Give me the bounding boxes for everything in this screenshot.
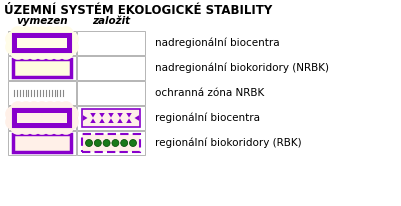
Polygon shape: [90, 113, 95, 117]
Polygon shape: [126, 118, 132, 123]
Text: ÚZEMNÍ SYSTÉM EKOLOGICKÉ STABILITY: ÚZEMNÍ SYSTÉM EKOLOGICKÉ STABILITY: [4, 4, 271, 17]
Polygon shape: [99, 113, 105, 117]
Bar: [13, 109, 71, 127]
Bar: [82, 134, 140, 152]
Polygon shape: [83, 115, 87, 121]
Polygon shape: [108, 113, 113, 117]
Polygon shape: [126, 113, 132, 117]
Circle shape: [85, 139, 92, 146]
Polygon shape: [117, 113, 122, 117]
Text: vymezen: vymezen: [16, 16, 68, 26]
Text: ochranná zóna NRBK: ochranná zóna NRBK: [155, 88, 263, 98]
Bar: [13, 109, 71, 127]
Circle shape: [94, 139, 101, 146]
Bar: [8, 56, 76, 80]
Polygon shape: [117, 118, 122, 123]
Polygon shape: [99, 118, 105, 123]
Bar: [17, 38, 67, 48]
Text: nadregionální biokoridory (NRBK): nadregionální biokoridory (NRBK): [155, 63, 328, 73]
Circle shape: [129, 139, 136, 146]
Bar: [77, 81, 145, 105]
Bar: [77, 106, 145, 130]
Text: regionální biocentra: regionální biocentra: [155, 113, 259, 123]
Bar: [77, 131, 145, 155]
Bar: [77, 31, 145, 55]
Bar: [77, 56, 145, 80]
Text: regionální biokoridory (RBK): regionální biokoridory (RBK): [155, 138, 301, 148]
Bar: [13, 134, 71, 152]
Circle shape: [120, 139, 128, 146]
Bar: [17, 113, 67, 123]
Bar: [13, 34, 71, 52]
Bar: [8, 81, 76, 105]
Text: nadregionální biocentra: nadregionální biocentra: [155, 38, 279, 48]
Bar: [82, 109, 140, 127]
Bar: [13, 59, 71, 77]
Bar: [13, 34, 71, 52]
Bar: [82, 134, 140, 152]
Polygon shape: [90, 118, 95, 123]
Bar: [8, 106, 76, 130]
Polygon shape: [134, 115, 139, 121]
Circle shape: [111, 139, 119, 146]
Text: založit: založit: [92, 16, 130, 26]
Bar: [8, 131, 76, 155]
Circle shape: [103, 139, 110, 146]
Bar: [8, 31, 76, 55]
Polygon shape: [108, 118, 113, 123]
